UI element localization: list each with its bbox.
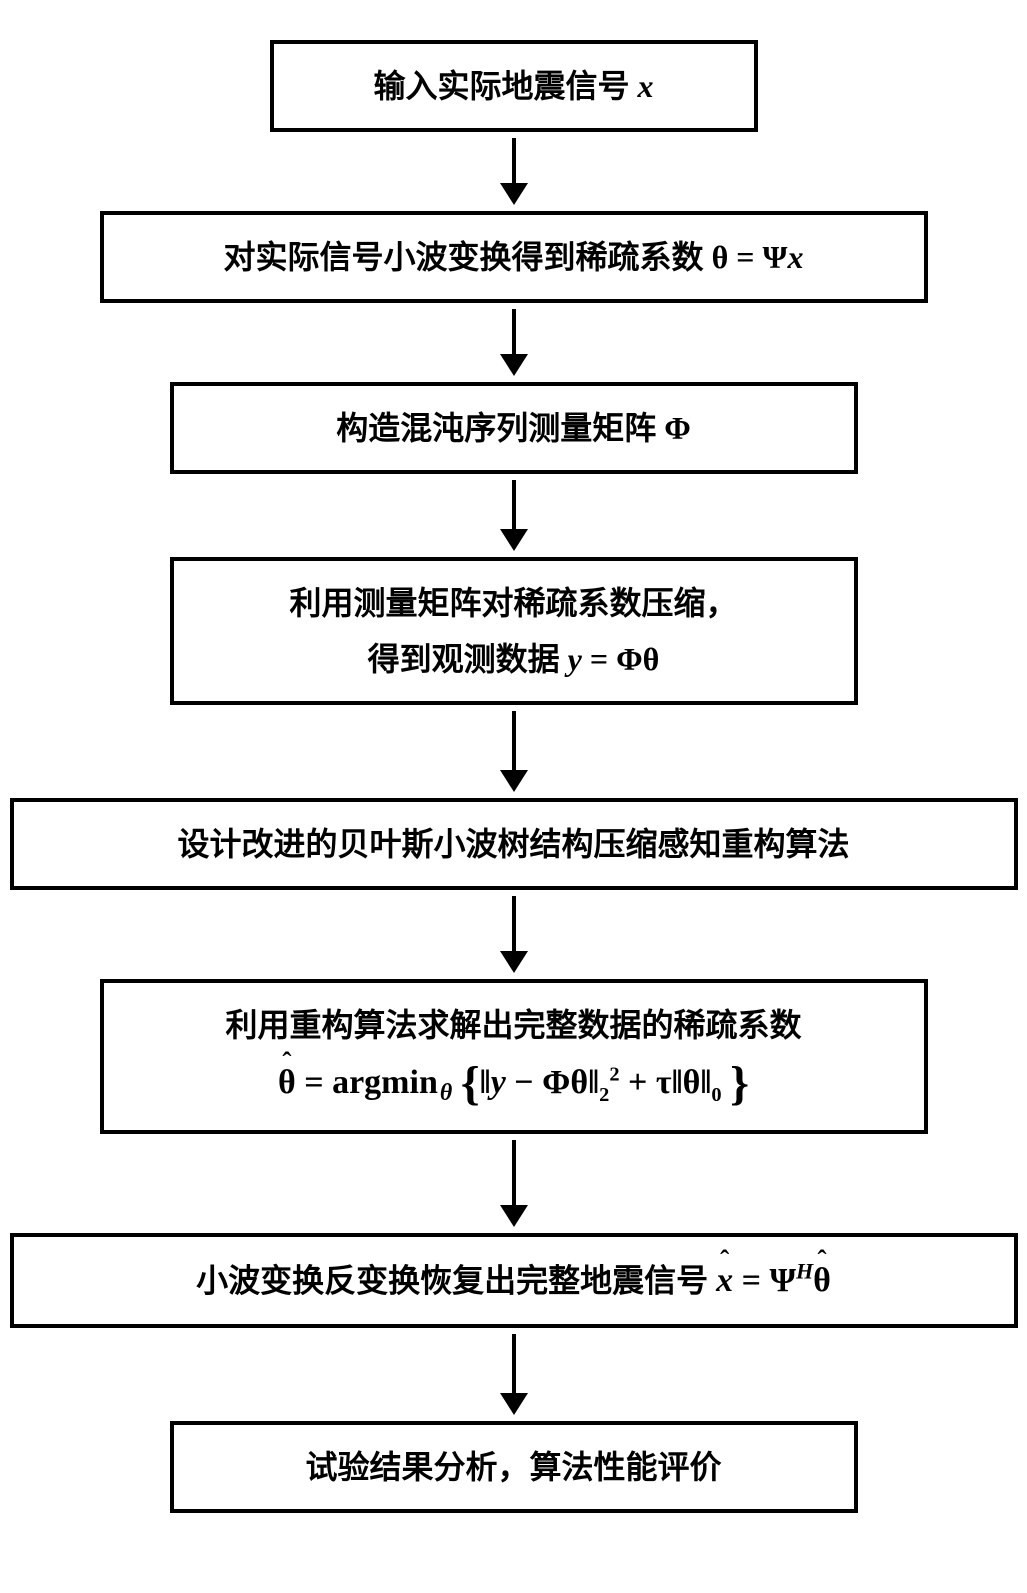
- node8-text: 试验结果分析，算法性能评价: [305, 1449, 721, 1485]
- arrow-head-icon: [500, 1393, 528, 1415]
- f-Phi: Φ: [542, 1064, 570, 1101]
- arrow-head-icon: [500, 354, 528, 376]
- arrow-3: [500, 480, 528, 551]
- node7-eq: =: [733, 1262, 769, 1299]
- node-design-bayesian-algorithm: 设计改进的贝叶斯小波树结构压缩感知重构算法: [10, 798, 1018, 890]
- node4-theta: θ: [643, 641, 660, 677]
- node6-formula: ˆθ = argminθ {‖y − Φθ‖22 + τ‖θ‖0 }: [278, 1057, 749, 1112]
- arrow-7: [500, 1334, 528, 1415]
- f-tau: τ: [656, 1064, 672, 1101]
- f-argmin: = argmin: [296, 1064, 438, 1101]
- node6-line1: 利用重构算法求解出完整数据的稀疏系数: [225, 1001, 801, 1049]
- node4-Phi: Φ: [616, 641, 643, 677]
- arrow-head-icon: [500, 770, 528, 792]
- node1-math-x: x: [638, 68, 654, 104]
- node5-text: 设计改进的贝叶斯小波树结构压缩感知重构算法: [177, 826, 849, 862]
- f-norm-sub2: 0: [711, 1084, 721, 1106]
- node-inverse-wavelet-recover: 小波变换反变换恢复出完整地震信号 ˆx = ΨHˆθ: [10, 1233, 1018, 1328]
- f-norm-sup1: 2: [609, 1064, 619, 1086]
- node7-text: 小波变换反变换恢复出完整地震信号: [196, 1262, 716, 1298]
- f-norm-sub1: 2: [599, 1084, 609, 1106]
- node4-line2-prefix: 得到观测数据: [368, 641, 568, 677]
- node-reconstruct-sparse-coeff: 利用重构算法求解出完整数据的稀疏系数 ˆθ = argminθ {‖y − Φθ…: [100, 979, 928, 1134]
- arrow-head-icon: [500, 529, 528, 551]
- node-wavelet-transform-sparse: 对实际信号小波变换得到稀疏系数 θ = Ψx: [100, 211, 928, 303]
- arrow-head-icon: [500, 1205, 528, 1227]
- node-compress-observation: 利用测量矩阵对稀疏系数压缩， 得到观测数据 y = Φθ: [170, 557, 858, 705]
- node-construct-measurement-matrix: 构造混沌序列测量矩阵 Φ: [170, 382, 858, 474]
- arrow-shaft: [512, 896, 516, 952]
- node4-y: y: [568, 641, 582, 677]
- f-argmin-sub: θ: [440, 1080, 452, 1106]
- arrow-shaft: [512, 1334, 516, 1394]
- node4-line1: 利用测量矩阵对稀疏系数压缩，: [289, 579, 737, 627]
- arrow-4: [500, 711, 528, 792]
- flowchart-root: 输入实际地震信号 x 对实际信号小波变换得到稀疏系数 θ = Ψx 构造混沌序列…: [24, 40, 1004, 1513]
- node3-text: 构造混沌序列测量矩阵: [336, 410, 664, 446]
- node-input-signal: 输入实际地震信号 x: [270, 40, 758, 132]
- node7-Psi: Ψ: [769, 1262, 796, 1299]
- node3-Phi: Φ: [664, 410, 691, 446]
- f-plus: +: [620, 1064, 656, 1101]
- node4-eq: =: [582, 641, 616, 677]
- arrow-5: [500, 896, 528, 973]
- f-minus: −: [506, 1064, 542, 1101]
- f-theta2: θ: [683, 1064, 701, 1101]
- arrow-head-icon: [500, 951, 528, 973]
- node2-x: x: [787, 239, 803, 275]
- node2-eq: =: [728, 239, 762, 275]
- node2-text: 对实际信号小波变换得到稀疏系数: [224, 239, 712, 275]
- arrow-head-icon: [500, 183, 528, 205]
- arrow-shaft: [512, 138, 516, 184]
- node-result-analysis: 试验结果分析，算法性能评价: [170, 1421, 858, 1513]
- node7-Psi-sup: H: [796, 1259, 813, 1284]
- arrow-6: [500, 1140, 528, 1227]
- arrow-1: [500, 138, 528, 205]
- arrow-shaft: [512, 711, 516, 771]
- arrow-shaft: [512, 480, 516, 530]
- arrow-shaft: [512, 1140, 516, 1206]
- node2-theta: θ: [712, 239, 729, 275]
- node1-text: 输入实际地震信号: [373, 68, 637, 104]
- arrow-2: [500, 309, 528, 376]
- node2-Psi: Ψ: [763, 239, 788, 275]
- f-y: y: [491, 1064, 506, 1101]
- f-theta: θ: [570, 1064, 588, 1101]
- arrow-shaft: [512, 309, 516, 355]
- node4-line2: 得到观测数据 y = Φθ: [368, 635, 660, 683]
